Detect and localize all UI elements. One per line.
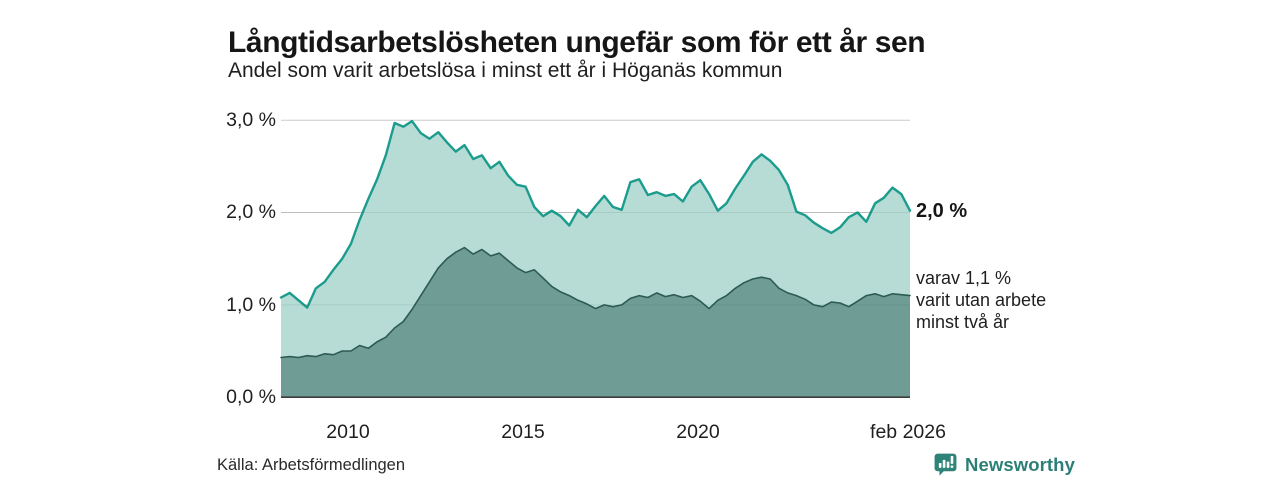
chart-title: Långtidsarbetslösheten ungefär som för e… xyxy=(228,26,926,60)
x-axis-tick-2015: 2015 xyxy=(501,421,545,443)
x-axis-tick-2010: 2010 xyxy=(326,421,370,443)
y-axis-tick-0: 0,0 % xyxy=(226,386,276,408)
y-axis-tick-1: 1,0 % xyxy=(226,294,276,316)
bar-chart-bubble-icon xyxy=(933,452,958,477)
y-axis-tick-3: 3,0 % xyxy=(226,109,276,131)
subset-annotation-line-2: varit utan arbete xyxy=(916,290,1047,310)
subset-annotation-line-1: varav 1,1 % xyxy=(916,268,1012,288)
chart-subtitle: Andel som varit arbetslösa i minst ett å… xyxy=(228,59,783,82)
newsworthy-logo: Newsworthy xyxy=(933,452,1075,477)
source-note: Källa: Arbetsförmedlingen xyxy=(217,456,406,474)
newsworthy-wordmark: Newsworthy xyxy=(965,453,1075,475)
y-axis-tick-2: 2,0 % xyxy=(226,201,276,223)
series-end-label-total: 2,0 % xyxy=(916,200,968,222)
subset-annotation-line-3: minst två år xyxy=(916,312,1010,332)
x-axis-tick-2020: 2020 xyxy=(676,421,720,443)
x-axis-tick-feb-2026: feb 2026 xyxy=(870,421,946,443)
series-end-label-subset: varav 1,1 % varit utan arbete minst två … xyxy=(916,267,1046,333)
